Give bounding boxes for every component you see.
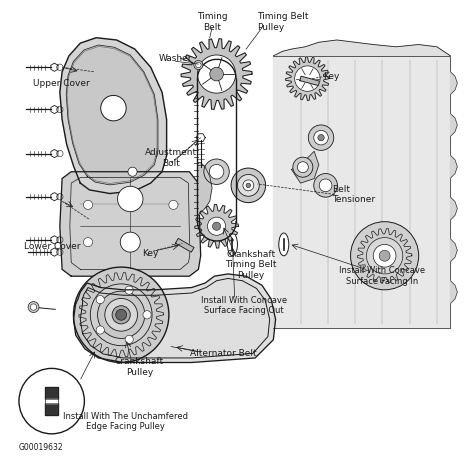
Circle shape bbox=[98, 291, 145, 339]
Circle shape bbox=[28, 302, 39, 313]
Circle shape bbox=[101, 96, 126, 121]
Polygon shape bbox=[286, 57, 329, 101]
Circle shape bbox=[243, 180, 254, 191]
Circle shape bbox=[73, 267, 169, 362]
Circle shape bbox=[318, 134, 324, 141]
Polygon shape bbox=[273, 56, 450, 329]
Polygon shape bbox=[45, 399, 58, 403]
Circle shape bbox=[208, 217, 226, 235]
Polygon shape bbox=[45, 403, 58, 415]
Circle shape bbox=[90, 284, 152, 345]
Circle shape bbox=[379, 250, 390, 261]
Text: Upper Cover: Upper Cover bbox=[33, 79, 90, 88]
Polygon shape bbox=[273, 40, 450, 56]
Polygon shape bbox=[450, 197, 457, 220]
Polygon shape bbox=[66, 45, 158, 185]
Polygon shape bbox=[357, 228, 412, 283]
Circle shape bbox=[204, 159, 229, 185]
Circle shape bbox=[314, 174, 337, 197]
Circle shape bbox=[319, 179, 332, 191]
Text: Install With Concave
Surface Facing In: Install With Concave Surface Facing In bbox=[339, 266, 425, 286]
Circle shape bbox=[351, 222, 419, 290]
Circle shape bbox=[314, 130, 328, 145]
Text: Adjustment
Bolt: Adjustment Bolt bbox=[145, 149, 197, 168]
Polygon shape bbox=[195, 204, 238, 248]
Circle shape bbox=[128, 167, 137, 176]
Polygon shape bbox=[450, 281, 457, 303]
Text: Install With The Unchamfered
Edge Facing Pulley: Install With The Unchamfered Edge Facing… bbox=[63, 412, 188, 431]
Circle shape bbox=[196, 62, 201, 68]
Circle shape bbox=[246, 183, 251, 188]
Polygon shape bbox=[292, 151, 319, 183]
Circle shape bbox=[105, 298, 137, 331]
Polygon shape bbox=[175, 239, 194, 252]
Polygon shape bbox=[450, 239, 457, 262]
Circle shape bbox=[83, 238, 92, 247]
Circle shape bbox=[308, 125, 334, 150]
Circle shape bbox=[231, 168, 265, 202]
Circle shape bbox=[210, 165, 224, 179]
Circle shape bbox=[297, 162, 308, 173]
Circle shape bbox=[19, 368, 84, 434]
Text: Timing
Belt: Timing Belt bbox=[197, 12, 228, 32]
Polygon shape bbox=[181, 39, 252, 109]
Circle shape bbox=[198, 55, 236, 93]
Circle shape bbox=[125, 286, 133, 294]
Circle shape bbox=[125, 335, 133, 344]
Circle shape bbox=[169, 200, 178, 209]
Text: Alternator Belt: Alternator Belt bbox=[190, 349, 257, 358]
Text: Install With Concave
Surface Facing Out: Install With Concave Surface Facing Out bbox=[201, 296, 287, 315]
Text: Key: Key bbox=[323, 72, 340, 81]
Polygon shape bbox=[450, 155, 457, 178]
Polygon shape bbox=[60, 172, 201, 276]
Circle shape bbox=[212, 222, 221, 230]
Text: G00019632: G00019632 bbox=[19, 443, 64, 452]
Polygon shape bbox=[60, 38, 166, 193]
Text: Timing Belt
Pulley: Timing Belt Pulley bbox=[257, 12, 309, 32]
Circle shape bbox=[112, 306, 130, 324]
Circle shape bbox=[96, 296, 104, 303]
Polygon shape bbox=[79, 273, 164, 357]
Circle shape bbox=[210, 67, 223, 81]
Circle shape bbox=[96, 326, 104, 334]
Polygon shape bbox=[450, 72, 457, 95]
Circle shape bbox=[237, 175, 259, 196]
Polygon shape bbox=[45, 388, 58, 399]
Text: Washer: Washer bbox=[159, 53, 192, 63]
Ellipse shape bbox=[228, 233, 237, 256]
Text: Belt
Tensioner: Belt Tensioner bbox=[332, 185, 375, 204]
Polygon shape bbox=[450, 114, 457, 136]
Text: Crankshaft
Pulley: Crankshaft Pulley bbox=[115, 357, 164, 377]
Circle shape bbox=[120, 232, 140, 252]
Polygon shape bbox=[300, 76, 319, 85]
Polygon shape bbox=[199, 163, 212, 215]
Circle shape bbox=[293, 157, 313, 177]
Polygon shape bbox=[73, 274, 275, 362]
Circle shape bbox=[194, 60, 203, 69]
Circle shape bbox=[116, 309, 127, 320]
Circle shape bbox=[366, 238, 403, 274]
Ellipse shape bbox=[279, 233, 289, 256]
Text: Lower Cover: Lower Cover bbox=[24, 242, 80, 251]
Text: Key: Key bbox=[143, 249, 159, 258]
Circle shape bbox=[30, 304, 36, 310]
Circle shape bbox=[373, 244, 396, 267]
Circle shape bbox=[83, 200, 92, 209]
Text: Crankshaft
Timing Belt
Pulley: Crankshaft Timing Belt Pulley bbox=[225, 250, 276, 280]
Circle shape bbox=[118, 186, 143, 212]
Circle shape bbox=[295, 66, 320, 91]
Circle shape bbox=[143, 311, 151, 319]
